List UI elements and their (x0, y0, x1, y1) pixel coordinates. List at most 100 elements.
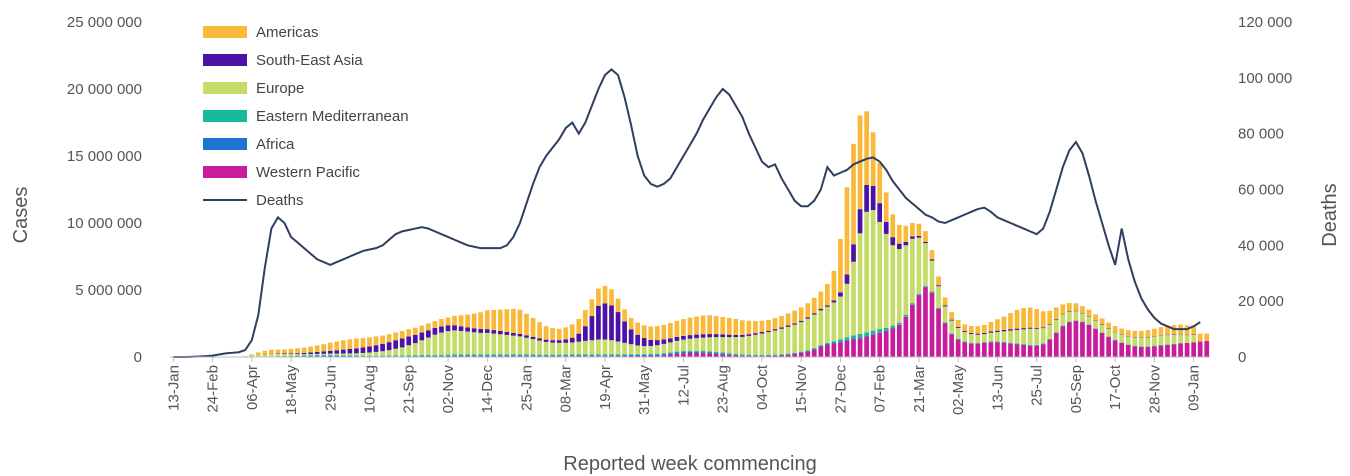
bar-africa (798, 352, 804, 353)
bar-western-pacific (949, 334, 954, 357)
bar-europe (1001, 331, 1007, 342)
bar-europe (864, 211, 869, 333)
bar-western-pacific (1060, 326, 1066, 357)
bar-africa (452, 355, 457, 357)
bar-europe (968, 334, 974, 343)
bar-south-east-asia (648, 339, 654, 346)
bar-europe (249, 355, 255, 357)
bar-americas (354, 338, 359, 349)
bar-americas (1112, 326, 1118, 332)
bar-europe (1027, 328, 1033, 345)
bar-eastern-mediterranean (995, 341, 1000, 342)
legend-swatch (203, 82, 247, 94)
bar-americas (759, 320, 765, 333)
x-tick-label: 24-Feb (205, 365, 222, 413)
bar-south-east-asia (347, 348, 353, 354)
bar-americas (818, 291, 824, 310)
bar-africa (890, 327, 896, 329)
bar-africa (739, 355, 745, 356)
bar-south-east-asia (857, 209, 863, 234)
bar-eastern-mediterranean (452, 354, 457, 356)
legend-item-western-pacific: Western Pacific (203, 164, 360, 181)
bar-americas (340, 340, 346, 350)
bar-europe (746, 335, 752, 355)
bar-south-east-asia (844, 274, 850, 284)
bar-south-east-asia (596, 305, 601, 340)
x-tick-label: 17-Oct (1107, 364, 1124, 410)
bar-western-pacific (844, 340, 850, 357)
bar-western-pacific (1067, 322, 1072, 357)
bar-eastern-mediterranean (340, 355, 346, 356)
bar-south-east-asia (282, 353, 287, 355)
bar-eastern-mediterranean (504, 354, 510, 356)
y2-tick-label: 0 (1238, 349, 1246, 366)
bar-south-east-asia (537, 338, 542, 341)
bar-americas (282, 349, 287, 354)
bar-europe (386, 350, 392, 356)
bar-south-east-asia (530, 336, 536, 340)
bar-south-east-asia (543, 339, 549, 342)
bar-eastern-mediterranean (923, 286, 928, 287)
bar-western-pacific (785, 354, 791, 357)
bar-americas (419, 325, 425, 333)
bar-europe (288, 354, 294, 356)
bar-western-pacific (713, 353, 719, 357)
bar-eastern-mediterranean (1014, 343, 1020, 345)
bar-europe (1060, 314, 1066, 326)
bar-eastern-mediterranean (373, 355, 379, 357)
bar-eastern-mediterranean (713, 351, 719, 353)
bar-eastern-mediterranean (883, 327, 889, 331)
bar-europe (825, 306, 830, 343)
x-tick-label: 29-Jun (322, 365, 339, 411)
bar-eastern-mediterranean (347, 355, 353, 357)
bar-americas (262, 350, 268, 355)
bar-europe (1106, 328, 1111, 337)
bar-africa (838, 341, 843, 343)
bar-europe (543, 341, 549, 355)
bar-americas (681, 319, 686, 336)
bar-americas (1106, 322, 1111, 329)
bar-americas (707, 315, 712, 335)
bar-south-east-asia (785, 325, 791, 327)
bar-europe (1067, 311, 1072, 322)
bar-eastern-mediterranean (406, 355, 412, 357)
bar-americas (327, 342, 333, 351)
bar-south-east-asia (340, 349, 346, 354)
bar-western-pacific (1204, 340, 1210, 357)
bar-eastern-mediterranean (779, 354, 784, 355)
bar-europe (589, 340, 595, 355)
bar-south-east-asia (1014, 328, 1020, 330)
bar-americas (923, 231, 928, 242)
bar-europe (602, 339, 608, 355)
bar-western-pacific (896, 324, 902, 357)
bar-eastern-mediterranean (602, 354, 608, 356)
bar-africa (687, 351, 693, 353)
bar-south-east-asia (681, 335, 686, 340)
bar-western-pacific (1145, 346, 1151, 357)
bar-africa (432, 355, 438, 357)
bar-eastern-mediterranean (792, 352, 798, 354)
bar-europe (255, 354, 261, 357)
bar-europe (962, 332, 968, 342)
bar-eastern-mediterranean (582, 354, 588, 356)
bar-europe (831, 302, 837, 342)
bar-eastern-mediterranean (674, 351, 680, 353)
bar-western-pacific (838, 342, 843, 357)
bar-south-east-asia (838, 292, 843, 297)
bar-eastern-mediterranean (641, 354, 647, 355)
bar-americas (314, 345, 320, 352)
bar-eastern-mediterranean (550, 354, 555, 356)
bar-south-east-asia (445, 325, 451, 332)
bar-eastern-mediterranean (1021, 344, 1026, 345)
bar-europe (674, 340, 680, 352)
bar-south-east-asia (295, 353, 300, 355)
bar-americas (478, 312, 484, 330)
bar-europe (334, 353, 340, 356)
bar-south-east-asia (576, 333, 582, 342)
bar-europe (452, 330, 457, 355)
bar-americas (537, 322, 542, 339)
bar-western-pacific (831, 343, 837, 357)
bar-south-east-asia (301, 352, 307, 355)
bar-eastern-mediterranean (432, 354, 438, 356)
bar-americas (942, 297, 948, 306)
